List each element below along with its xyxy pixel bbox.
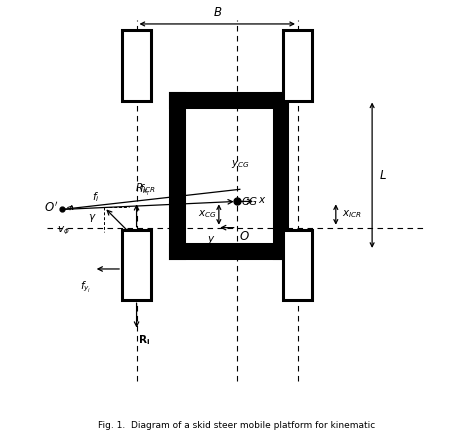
- Text: $y_{CG}$: $y_{CG}$: [231, 158, 250, 170]
- Bar: [274, 93, 287, 258]
- Text: $B$: $B$: [212, 6, 222, 19]
- Text: $R_{ICR}$: $R_{ICR}$: [135, 181, 155, 195]
- Text: $f_{x_i}$: $f_{x_i}$: [139, 183, 150, 198]
- Bar: [283, 229, 312, 300]
- Text: $v_\phi$: $v_\phi$: [57, 225, 70, 237]
- Text: $\mathbf{R_i}$: $\mathbf{R_i}$: [138, 333, 150, 347]
- Bar: [171, 93, 184, 258]
- Text: $L$: $L$: [379, 169, 387, 182]
- Text: Fig. 1.  Diagram of a skid steer mobile platform for kinematic: Fig. 1. Diagram of a skid steer mobile p…: [99, 421, 375, 430]
- Bar: [122, 30, 151, 100]
- Text: $y$: $y$: [207, 234, 216, 246]
- Text: $f_{y_i}$: $f_{y_i}$: [81, 279, 92, 294]
- Text: $\gamma$: $\gamma$: [88, 212, 96, 224]
- Text: $x$: $x$: [258, 195, 266, 205]
- Text: $f_i$: $f_i$: [92, 191, 100, 204]
- Bar: [171, 93, 287, 107]
- Text: $O'$: $O'$: [44, 200, 58, 215]
- Text: $CG$: $CG$: [241, 195, 257, 207]
- Text: $x_{ICR}$: $x_{ICR}$: [342, 209, 362, 220]
- Bar: [283, 30, 312, 100]
- Bar: [122, 229, 151, 300]
- Text: $x_{CG}$: $x_{CG}$: [198, 209, 217, 220]
- Bar: [171, 244, 287, 258]
- Text: $O$: $O$: [239, 229, 250, 242]
